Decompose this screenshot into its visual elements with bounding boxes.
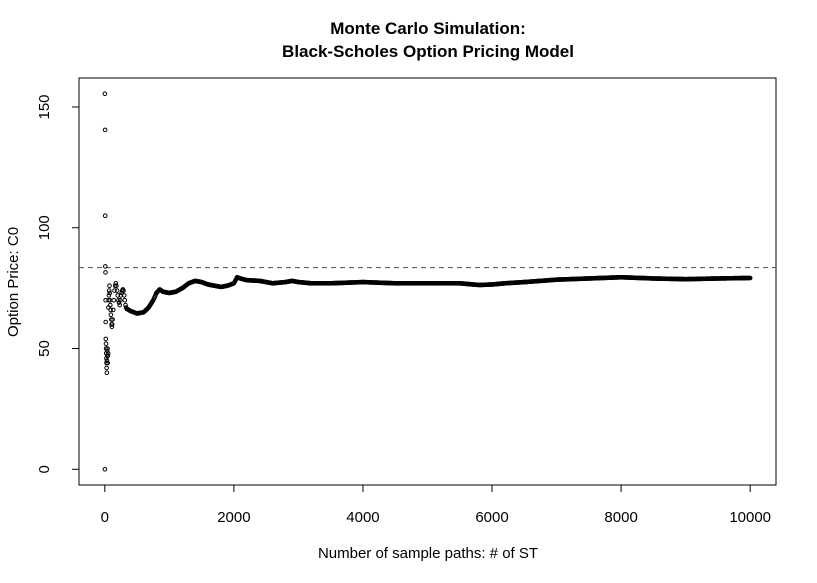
data-point: [105, 351, 111, 356]
data-point: [122, 297, 128, 303]
data-point: [104, 370, 110, 376]
y-axis-label: Option Price: C0: [5, 227, 22, 337]
data-point: [104, 365, 109, 371]
chart-title-line2: Black-Scholes Option Pricing Model: [282, 42, 574, 61]
data-point: [104, 358, 110, 363]
data-point: [114, 288, 120, 293]
data-point: [103, 336, 109, 342]
data-point: [117, 302, 122, 308]
data-point: [109, 322, 115, 327]
chart-title-line1: Monte Carlo Simulation:: [330, 19, 526, 38]
data-point: [103, 270, 108, 275]
x-tick-label: 4000: [346, 509, 379, 526]
data-point: [102, 467, 108, 472]
data-point: [747, 275, 753, 281]
x-tick-label: 8000: [604, 509, 637, 526]
data-point: [107, 283, 112, 289]
data-point: [103, 341, 109, 347]
data-point: [118, 297, 123, 303]
data-point: [102, 91, 108, 96]
data-point: [112, 288, 117, 293]
data-point: [106, 293, 112, 298]
y-tick-label: 100: [36, 215, 53, 240]
data-point: [121, 293, 127, 298]
data-point: [116, 297, 121, 303]
y-tick-label: 0: [36, 465, 53, 473]
x-tick-label: 6000: [475, 509, 508, 526]
data-point: [107, 290, 112, 296]
data-point: [109, 324, 115, 330]
data-point: [105, 353, 111, 359]
data-point: [105, 360, 110, 366]
data-point: [114, 283, 119, 289]
data-point: [108, 302, 113, 308]
data-point: [106, 288, 112, 293]
data-point: [110, 317, 115, 322]
data-point: [103, 319, 108, 325]
data-point: [103, 264, 108, 269]
data-point: [102, 213, 108, 218]
data-point: [108, 312, 114, 318]
x-axis: 0 2000 4000 6000 8000 10000: [101, 484, 771, 526]
x-tick-label: 0: [101, 509, 109, 526]
y-tick-label: 50: [36, 340, 53, 357]
data-points: [102, 91, 753, 472]
data-point: [113, 281, 119, 286]
data-point: [121, 288, 126, 293]
data-point: [108, 307, 113, 313]
data-point: [102, 127, 108, 133]
data-point: [111, 297, 117, 303]
data-point: [104, 348, 110, 354]
data-point: [105, 346, 110, 351]
data-point: [110, 307, 116, 313]
x-tick-label: 10000: [729, 509, 771, 526]
y-axis: 0 50 100 150: [36, 94, 80, 473]
y-tick-label: 150: [36, 94, 53, 119]
x-axis-label: Number of sample paths: # of ST: [318, 545, 538, 562]
x-tick-label: 2000: [217, 509, 250, 526]
